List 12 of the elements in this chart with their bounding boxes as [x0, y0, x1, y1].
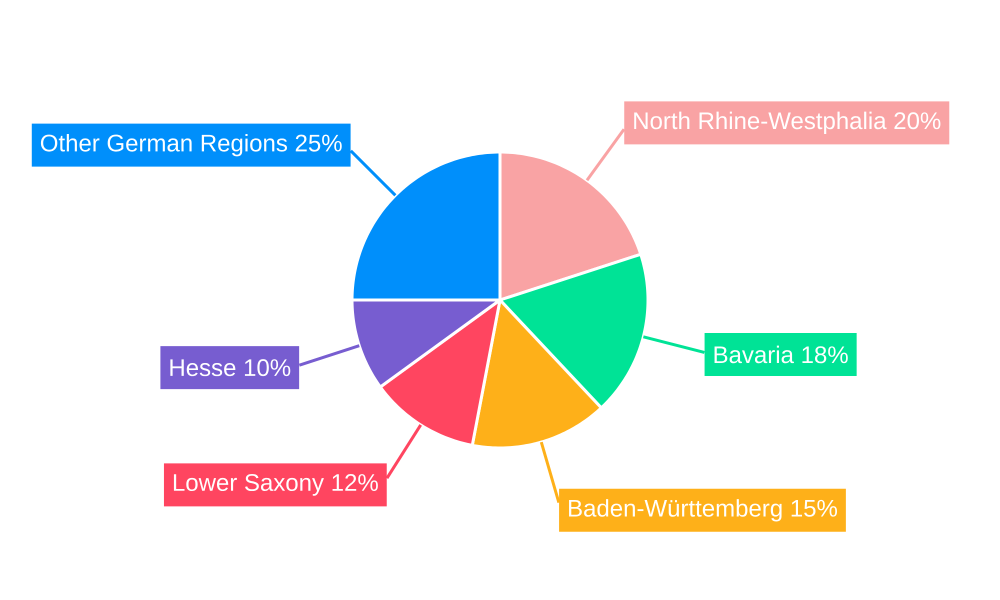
data-label: 12% [332, 474, 378, 491]
slice-label: Hesse [170, 359, 236, 376]
data-label: 10% [244, 359, 290, 376]
slice-label: North Rhine-Westphalia [634, 112, 887, 134]
slice-label: Bavaria [714, 346, 794, 364]
data-label: 25% [296, 134, 342, 152]
data-label: 15% [792, 500, 838, 517]
slice-label: Lower Saxony [174, 474, 324, 496]
data-label: 20% [894, 112, 940, 130]
slice-label: Baden-Württemberg [569, 499, 782, 522]
slice-label: Other German Regions [40, 134, 287, 156]
data-label: 18% [802, 346, 848, 364]
